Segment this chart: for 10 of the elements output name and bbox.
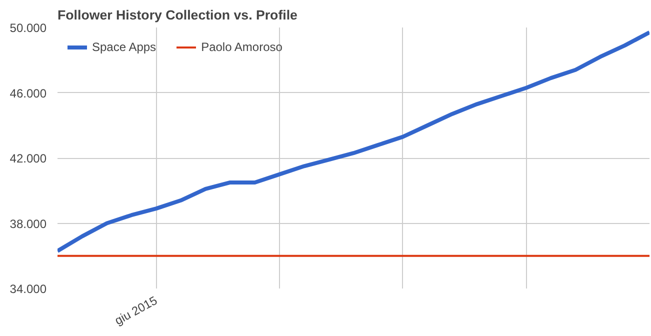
y-tick-label: 38.000 <box>10 216 47 231</box>
y-tick-label: 42.000 <box>10 152 47 166</box>
y-tick-label: 34.000 <box>10 282 47 296</box>
legend-label: Paolo Amoroso <box>201 40 282 54</box>
y-tick-label: 50.000 <box>10 21 47 35</box>
chart-title: Follower History Collection vs. Profile <box>58 8 298 22</box>
y-tick-label: 46.000 <box>10 86 47 100</box>
line-series <box>58 30 650 253</box>
legend-label: Space Apps <box>92 40 156 54</box>
x-tick-label: giu 2015 <box>112 293 160 328</box>
